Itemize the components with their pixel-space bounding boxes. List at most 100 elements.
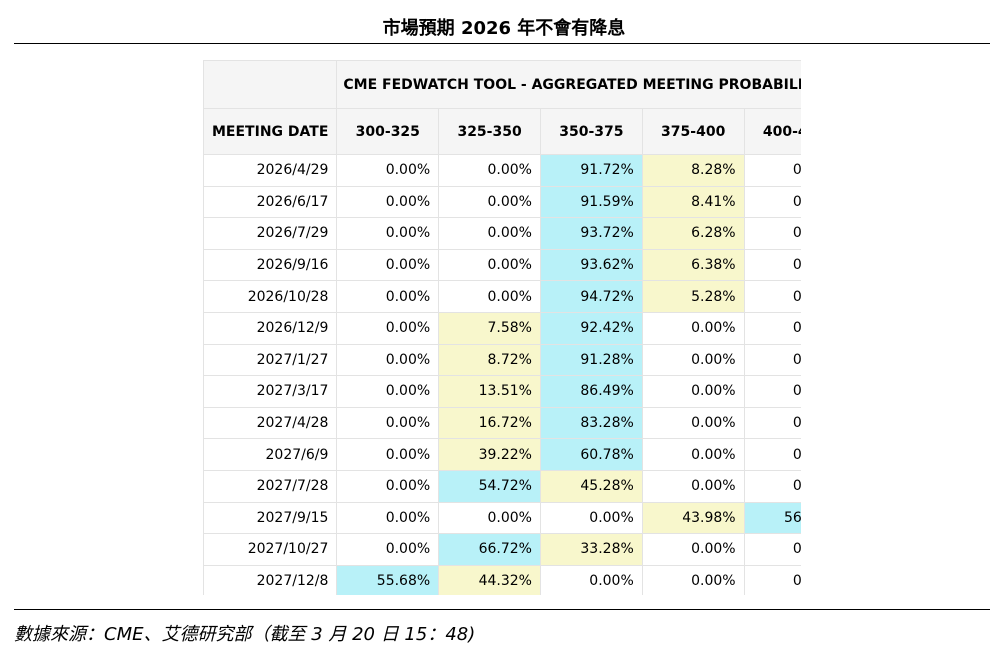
column-header: 325-350	[438, 108, 541, 155]
table-row: 2026/4/290.00%0.00%91.72%8.28%0.00%	[203, 154, 801, 187]
probability-cell: 0.00%	[438, 185, 541, 219]
probability-cell: 0.00%	[336, 375, 440, 408]
footer-divider	[14, 609, 990, 610]
probability-cell: 13.51%	[438, 375, 541, 408]
probability-cell: 0.00%	[743, 438, 801, 471]
probability-cell: 6.38%	[641, 248, 745, 282]
probability-cell: 0.00%	[336, 280, 440, 313]
probability-cell: 0.00%	[438, 280, 541, 313]
probability-table: CME FEDWATCH TOOL - AGGREGATED MEETING P…	[203, 60, 801, 595]
meeting-date-cell: 2027/9/15	[203, 501, 338, 535]
column-header: 300-325	[336, 108, 440, 155]
probability-cell: 0.00%	[743, 375, 801, 408]
probability-cell: 0.00%	[743, 280, 801, 313]
probability-cell: 92.42%	[539, 311, 643, 345]
chart-title: 市場預期 2026 年不會有降息	[382, 18, 626, 39]
probability-cell: 0.00%	[743, 406, 801, 440]
probability-cell: 0.00%	[641, 406, 745, 440]
column-header: 375-400	[641, 108, 745, 155]
probability-cell: 0.00%	[743, 343, 801, 377]
probability-cell: 8.28%	[641, 154, 745, 187]
probability-cell: 0.00%	[336, 311, 440, 345]
probability-cell: 0.00%	[336, 248, 440, 282]
table-row: 2026/9/160.00%0.00%93.62%6.38%0.00%	[203, 248, 801, 282]
meeting-date-cell: 2027/10/27	[203, 533, 338, 566]
probability-table-container: CME FEDWATCH TOOL - AGGREGATED MEETING P…	[203, 60, 801, 595]
probability-cell: 54.72%	[438, 469, 541, 503]
probability-cell: 33.28%	[539, 533, 643, 566]
probability-cell: 0.00%	[438, 154, 541, 187]
table-row: 2027/4/280.00%16.72%83.28%0.00%0.00%	[203, 406, 801, 440]
meeting-date-cell: 2026/4/29	[203, 154, 338, 187]
probability-cell: 0.00%	[336, 469, 440, 503]
table-corner-cell	[203, 60, 338, 109]
probability-cell: 5.28%	[641, 280, 745, 313]
column-header: 350-375	[539, 108, 643, 155]
probability-cell: 0.00%	[641, 343, 745, 377]
probability-cell: 86.49%	[539, 375, 643, 408]
probability-cell: 0.00%	[336, 501, 440, 535]
probability-cell: 0.00%	[641, 469, 745, 503]
probability-cell: 0.00%	[743, 248, 801, 282]
probability-cell: 56.02%	[743, 501, 801, 535]
meeting-date-cell: 2026/12/9	[203, 311, 338, 345]
meeting-date-header: MEETING DATE	[203, 108, 338, 155]
meeting-date-cell: 2026/7/29	[203, 217, 338, 250]
probability-cell: 94.72%	[539, 280, 643, 313]
probability-cell: 0.00%	[641, 438, 745, 471]
meeting-date-cell: 2027/3/17	[203, 375, 338, 408]
table-row: 2026/6/170.00%0.00%91.59%8.41%0.00%	[203, 185, 801, 219]
probability-cell: 66.72%	[438, 533, 541, 566]
probability-cell: 0.00%	[743, 217, 801, 250]
probability-cell: 45.28%	[539, 469, 643, 503]
table-group-header-row: CME FEDWATCH TOOL - AGGREGATED MEETING P…	[203, 60, 801, 109]
probability-cell: 16.72%	[438, 406, 541, 440]
probability-cell: 0.00%	[539, 564, 643, 595]
table-row: 2027/1/270.00%8.72%91.28%0.00%0.00%	[203, 343, 801, 377]
probability-cell: 0.00%	[438, 248, 541, 282]
probability-cell: 91.59%	[539, 185, 643, 219]
probability-cell: 0.00%	[743, 533, 801, 566]
probability-cell: 0.00%	[641, 375, 745, 408]
probability-cell: 0.00%	[743, 185, 801, 219]
probability-cell: 6.28%	[641, 217, 745, 250]
table-row: 2027/7/280.00%54.72%45.28%0.00%0.00%	[203, 469, 801, 503]
table-row: 2027/9/150.00%0.00%0.00%43.98%56.02%	[203, 501, 801, 535]
meeting-date-cell: 2027/4/28	[203, 406, 338, 440]
probability-cell: 0.00%	[539, 501, 643, 535]
source-note: 數據來源：CME、艾德研究部（截至 3 月 20 日 15：48)	[14, 624, 476, 645]
probability-cell: 93.72%	[539, 217, 643, 250]
table-row: 2027/10/270.00%66.72%33.28%0.00%0.00%	[203, 533, 801, 566]
probability-cell: 0.00%	[743, 564, 801, 595]
meeting-date-cell: 2027/7/28	[203, 469, 338, 503]
probability-cell: 83.28%	[539, 406, 643, 440]
probability-cell: 91.72%	[539, 154, 643, 187]
probability-cell: 0.00%	[336, 154, 440, 187]
probability-cell: 91.28%	[539, 343, 643, 377]
table-row: 2027/6/90.00%39.22%60.78%0.00%0.00%	[203, 438, 801, 471]
probability-cell: 0.00%	[336, 438, 440, 471]
table-row: 2026/10/280.00%0.00%94.72%5.28%0.00%	[203, 280, 801, 313]
meeting-date-cell: 2027/12/8	[203, 564, 338, 595]
table-row: 2026/7/290.00%0.00%93.72%6.28%0.00%	[203, 217, 801, 250]
meeting-date-cell: 2027/6/9	[203, 438, 338, 471]
meeting-date-cell: 2026/6/17	[203, 185, 338, 219]
probability-cell: 0.00%	[641, 533, 745, 566]
probability-cell: 0.00%	[641, 564, 745, 595]
probability-cell: 39.22%	[438, 438, 541, 471]
probability-cell: 0.00%	[336, 406, 440, 440]
probability-cell: 0.00%	[438, 501, 541, 535]
table-row: 2027/12/855.68%44.32%0.00%0.00%0.00%	[203, 564, 801, 595]
table-row: 2027/3/170.00%13.51%86.49%0.00%0.00%	[203, 375, 801, 408]
probability-cell: 0.00%	[438, 217, 541, 250]
meeting-date-cell: 2026/9/16	[203, 248, 338, 282]
probability-cell: 44.32%	[438, 564, 541, 595]
probability-cell: 8.72%	[438, 343, 541, 377]
probability-cell: 55.68%	[336, 564, 440, 595]
probability-cell: 43.98%	[641, 501, 745, 535]
table-row: 2026/12/90.00%7.58%92.42%0.00%0.00%	[203, 311, 801, 345]
title-divider	[14, 43, 990, 44]
probability-cell: 0.00%	[743, 469, 801, 503]
column-header: 400-425	[743, 108, 801, 155]
probability-cell: 8.41%	[641, 185, 745, 219]
